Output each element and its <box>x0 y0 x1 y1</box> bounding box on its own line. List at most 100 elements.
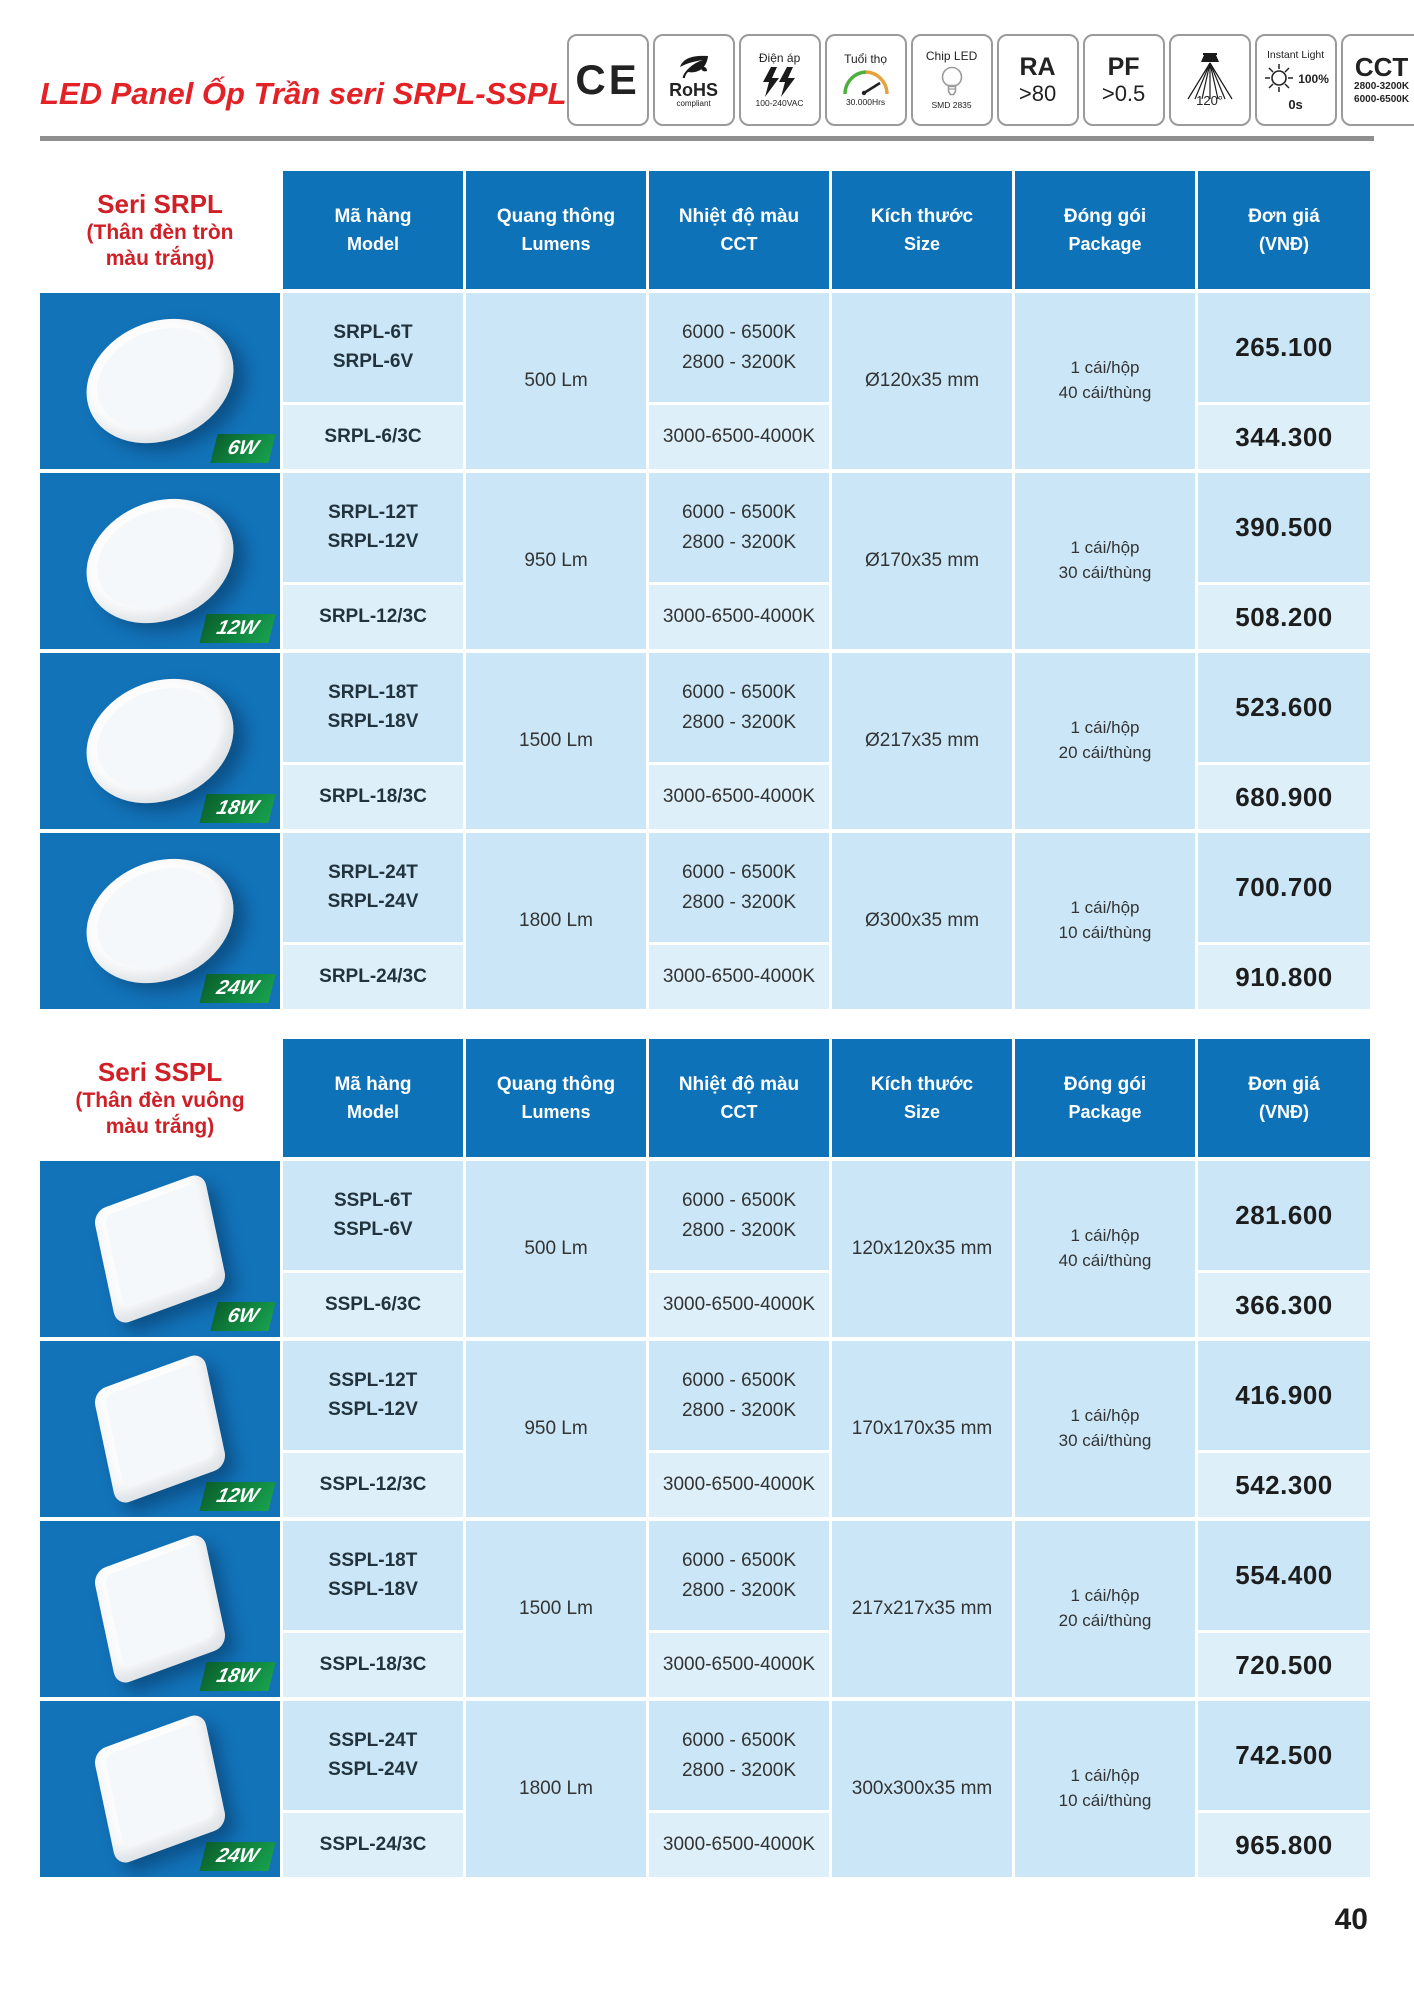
cct-cell: 6000 - 6500K 2800 - 3200K 3000-6500-4000… <box>649 653 829 829</box>
price-3c: 344.300 <box>1198 405 1370 469</box>
model-cell: SRPL-6T SRPL-6V SRPL-6/3C <box>283 293 463 469</box>
column-header-en: Size <box>903 1101 941 1122</box>
cct-3c-value: 3000-6500-4000K <box>649 1633 829 1697</box>
cct-value: 6000 - 6500K <box>681 502 797 524</box>
size-cell: 120x120x35 mm <box>832 1161 1012 1337</box>
column-header-en: Lumens <box>521 233 591 254</box>
section-srpl: Seri SRPL (Thân đèn tròn màu trắng) Mã h… <box>40 171 1374 1009</box>
pf-badge: PF >0.5 <box>1082 34 1165 126</box>
beam-angle-icon <box>1187 52 1233 99</box>
section-sspl: Seri SSPL (Thân đèn vuông màu trắng) Mã … <box>40 1039 1374 1877</box>
voltage-value: 100-240VAC <box>755 97 804 108</box>
cct-range-warm: 2800-3200K <box>1354 80 1410 92</box>
ra-value: >80 <box>1018 80 1057 106</box>
package-cell: 1 cái/hộp 10 cái/thùng <box>1015 833 1195 1009</box>
model-code: SRPL-12V <box>327 530 419 552</box>
wattage-badge: 18W <box>199 794 276 823</box>
column-header-vi: Đóng gói <box>1063 205 1147 227</box>
cct-value: 3000-6500-4000K <box>662 1294 816 1316</box>
column-header: Đơn giá (VNĐ) <box>1198 1039 1370 1157</box>
cct-values: 6000 - 6500K 2800 - 3200K <box>649 1161 829 1273</box>
model-variants: SRPL-18T SRPL-18V <box>283 653 463 765</box>
lumens-cell: 1800 Lm <box>466 833 646 1009</box>
price-cell: 265.100 344.300 <box>1198 293 1370 469</box>
column-header-en: Package <box>1068 1101 1142 1122</box>
cct-cell: 6000 - 6500K 2800 - 3200K 3000-6500-4000… <box>649 1341 829 1517</box>
cct-value: 3000-6500-4000K <box>662 606 816 628</box>
cct-value: 3000-6500-4000K <box>662 1834 816 1856</box>
lumens-cell: 500 Lm <box>466 293 646 469</box>
model-variants: SRPL-12T SRPL-12V <box>283 473 463 585</box>
cct-value: 3000-6500-4000K <box>662 786 816 808</box>
column-header: Kích thước Size <box>832 1039 1012 1157</box>
package-line: 10 cái/thùng <box>1058 923 1152 942</box>
model-cell: SSPL-18T SSPL-18V SSPL-18/3C <box>283 1521 463 1697</box>
model-code: SRPL-18T <box>328 682 418 703</box>
column-header-en: Lumens <box>521 1101 591 1122</box>
model-cell: SSPL-24T SSPL-24V SSPL-24/3C <box>283 1701 463 1877</box>
cct-values: 6000 - 6500K 2800 - 3200K <box>649 1701 829 1813</box>
lifespan-badge: Tuổi thọ 30.000Hrs <box>824 34 907 126</box>
chip-led-title: Chip LED <box>925 48 978 63</box>
column-header: Kích thước Size <box>832 171 1012 289</box>
cct-3c-value: 3000-6500-4000K <box>649 405 829 469</box>
model-code: SSPL-18V <box>328 1578 418 1600</box>
cct-values: 6000 - 6500K 2800 - 3200K <box>649 1521 829 1633</box>
column-header-en: CCT <box>720 1101 758 1122</box>
column-header-vi: Nhiệt độ màu <box>678 1073 800 1095</box>
column-header: Quang thông Lumens <box>466 1039 646 1157</box>
cct-values: 6000 - 6500K 2800 - 3200K <box>649 653 829 765</box>
cct-value: 6000 - 6500K <box>681 1730 797 1752</box>
price-cell: 281.600 366.300 <box>1198 1161 1370 1337</box>
wattage-badge: 6W <box>210 434 276 463</box>
price-value: 508.200 <box>1235 601 1333 632</box>
column-header: Mã hàng Model <box>283 1039 463 1157</box>
package-line: 1 cái/hộp <box>1070 898 1140 918</box>
price-3c: 366.300 <box>1198 1273 1370 1337</box>
page-footer: 40 <box>40 1903 1374 1937</box>
column-header-vi: Kích thước <box>870 1073 974 1095</box>
pf-title: PF <box>1107 53 1140 82</box>
price-cell: 523.600 680.900 <box>1198 653 1370 829</box>
cct-cell: 6000 - 6500K 2800 - 3200K 3000-6500-4000… <box>649 1521 829 1697</box>
model-3c-variant: SRPL-18/3C <box>283 765 463 829</box>
chip-led-badge: Chip LED SMD 2835 <box>910 34 993 126</box>
certification-badges: CE RoHS compliant Điện áp 100-240VAC <box>566 34 1414 126</box>
package-line: 1 cái/hộp <box>1070 1406 1140 1426</box>
model-code: SRPL-6/3C <box>324 425 422 447</box>
price-value: 965.800 <box>1235 1829 1333 1860</box>
price-cell: 416.900 542.300 <box>1198 1341 1370 1517</box>
lumens-cell: 1800 Lm <box>466 1701 646 1877</box>
cct-value: 2800 - 3200K <box>681 1399 797 1421</box>
package-line: 30 cái/thùng <box>1058 1431 1152 1450</box>
wattage-badge: 6W <box>210 1302 276 1331</box>
instant-light-seconds: 0s <box>1288 96 1303 112</box>
price-standard: 554.400 <box>1198 1521 1370 1633</box>
column-header-vi: Nhiệt độ màu <box>678 205 800 227</box>
instant-light-badge: Instant Light <box>1254 34 1337 126</box>
model-code: SSPL-18/3C <box>319 1653 427 1675</box>
column-header: Nhiệt độ màu CCT <box>649 1039 829 1157</box>
package-line: 1 cái/hộp <box>1070 1766 1140 1786</box>
product-image-cell: 12W <box>40 473 280 649</box>
model-code: SSPL-12V <box>328 1398 418 1420</box>
cct-value: 6000 - 6500K <box>681 1370 797 1392</box>
price-value: 344.300 <box>1235 421 1333 452</box>
chip-led-value: SMD 2835 <box>931 99 972 110</box>
model-3c-variant: SSPL-18/3C <box>283 1633 463 1697</box>
column-header-en: Package <box>1068 233 1142 254</box>
cct-values: 6000 - 6500K 2800 - 3200K <box>649 473 829 585</box>
wattage-badge: 24W <box>199 974 276 1003</box>
model-code: SRPL-6T <box>333 322 413 343</box>
model-variants: SSPL-18T SSPL-18V <box>283 1521 463 1633</box>
price-value: 523.600 <box>1235 692 1333 722</box>
wattage-badge: 24W <box>199 1842 276 1871</box>
package-line: 1 cái/hộp <box>1070 718 1140 738</box>
package-cell: 1 cái/hộp 30 cái/thùng <box>1015 1341 1195 1517</box>
cct-cell: 6000 - 6500K 2800 - 3200K 3000-6500-4000… <box>649 833 829 1009</box>
beam-angle-value: 120° <box>1196 92 1223 108</box>
package-line: 20 cái/thùng <box>1058 743 1152 762</box>
price-cell: 700.700 910.800 <box>1198 833 1370 1009</box>
size-cell: 300x300x35 mm <box>832 1701 1012 1877</box>
price-value: 742.500 <box>1235 1740 1333 1770</box>
